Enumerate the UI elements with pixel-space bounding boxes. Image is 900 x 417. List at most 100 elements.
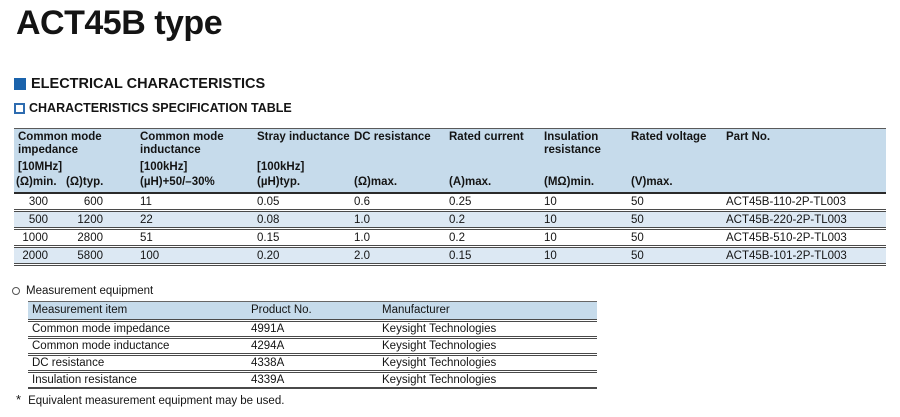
- equipment-column-header: Manufacturer: [378, 301, 597, 322]
- spec-units-header-row: (Ω)min. (Ω)typ. (µH)+50/–30% (µH)typ. (Ω…: [14, 175, 886, 194]
- spec-group-bracket: [631, 161, 723, 175]
- equipment-cell: Keysight Technologies: [378, 337, 597, 356]
- spec-group-bracket: [100kHz]: [257, 161, 305, 173]
- spec-cell: 50: [628, 228, 723, 248]
- subsection-heading: CHARACTERISTICS SPECIFICATION TABLE: [14, 101, 900, 115]
- spec-group-header: DC resistance: [351, 128, 446, 175]
- equipment-row: Common mode impedance 4991A Keysight Tec…: [28, 320, 597, 339]
- spec-cell: 0.08: [254, 210, 351, 230]
- equipment-cell: DC resistance: [28, 354, 247, 373]
- spec-cell: 1000: [14, 228, 60, 248]
- spec-cell: 51: [137, 228, 254, 248]
- spec-group-header: Rated voltage: [628, 128, 723, 175]
- spec-row: 2000 5800 100 0.20 2.0 0.15 10 50 ACT45B…: [14, 246, 886, 266]
- spec-group-header: Common mode inductance [100kHz]: [137, 128, 254, 175]
- equipment-cell: 4338A: [247, 354, 378, 373]
- spec-cell: 50: [628, 193, 723, 212]
- spec-unit-header: (µH)typ.: [254, 175, 351, 194]
- equipment-cell: Keysight Technologies: [378, 320, 597, 339]
- spec-row: 500 1200 22 0.08 1.0 0.2 10 50 ACT45B-22…: [14, 210, 886, 230]
- spec-cell: 11: [137, 193, 254, 212]
- spec-cell: 0.2: [446, 210, 541, 230]
- spec-row: 300 600 11 0.05 0.6 0.25 10 50 ACT45B-11…: [14, 193, 886, 212]
- spec-unit-header: (Ω)typ.: [60, 175, 137, 194]
- spec-cell: 10: [541, 210, 628, 230]
- spec-cell: 0.20: [254, 246, 351, 266]
- spec-cell: 0.15: [254, 228, 351, 248]
- section-heading-label: ELECTRICAL CHARACTERISTICS: [31, 76, 266, 92]
- spec-cell: 10: [541, 193, 628, 212]
- spec-cell: 0.25: [446, 193, 541, 212]
- spec-cell-part-no: ACT45B-220-2P-TL003: [723, 210, 886, 230]
- subsection-heading-label: CHARACTERISTICS SPECIFICATION TABLE: [29, 101, 292, 115]
- equipment-cell: 4294A: [247, 337, 378, 356]
- equipment-cell: Insulation resistance: [28, 371, 247, 389]
- spec-group-header: Stray inductance [100kHz]: [254, 128, 351, 175]
- equipment-header-row: Measurement item Product No. Manufacture…: [28, 301, 597, 322]
- spec-cell: 0.05: [254, 193, 351, 212]
- spec-cell: 22: [137, 210, 254, 230]
- footnote-text: Equivalent measurement equipment may be …: [28, 395, 285, 407]
- page-title: ACT45B type: [16, 4, 223, 42]
- measurement-equipment-label: Measurement equipment: [26, 285, 154, 297]
- equipment-cell: 4339A: [247, 371, 378, 389]
- spec-cell: 50: [628, 210, 723, 230]
- spec-group-bracket: [10MHz]: [18, 161, 63, 173]
- spec-row: 1000 2800 51 0.15 1.0 0.2 10 50 ACT45B-5…: [14, 228, 886, 248]
- spec-cell: 500: [14, 210, 60, 230]
- spec-cell: 0.15: [446, 246, 541, 266]
- spec-cell: 600: [60, 193, 137, 212]
- hollow-square-bullet-icon: [14, 102, 25, 114]
- spec-cell: 2.0: [351, 246, 446, 266]
- spec-cell: 1.0: [351, 210, 446, 230]
- spec-cell: 300: [14, 193, 60, 212]
- spec-group-header-row: Common mode impedance [10MHz] Common mod…: [14, 128, 886, 175]
- equipment-row: Common mode inductance 4294A Keysight Te…: [28, 337, 597, 356]
- equipment-row: DC resistance 4338A Keysight Technologie…: [28, 354, 597, 373]
- asterisk-marker: *: [16, 392, 22, 407]
- spec-group-bracket: [354, 161, 446, 175]
- equipment-row: Insulation resistance 4339A Keysight Tec…: [28, 371, 597, 389]
- filled-square-bullet-icon: [14, 78, 26, 90]
- equipment-cell: Common mode inductance: [28, 337, 247, 356]
- spec-cell: 1200: [60, 210, 137, 230]
- measurement-equipment-heading: Measurement equipment: [12, 285, 900, 297]
- spec-cell: 10: [541, 246, 628, 266]
- spec-cell-part-no: ACT45B-110-2P-TL003: [723, 193, 886, 212]
- spec-cell: 2800: [60, 228, 137, 248]
- spec-cell: 50: [628, 246, 723, 266]
- equipment-column-header: Product No.: [247, 301, 378, 322]
- equipment-column-header: Measurement item: [28, 301, 247, 322]
- spec-cell-part-no: ACT45B-510-2P-TL003: [723, 228, 886, 248]
- spec-unit-header: (V)max.: [628, 175, 723, 194]
- spec-unit-header: (µH)+50/–30%: [137, 175, 254, 194]
- spec-unit-header: (Ω)max.: [351, 175, 446, 194]
- spec-group-header: Insulation resistance: [541, 128, 628, 175]
- spec-cell: 5800: [60, 246, 137, 266]
- equipment-table: Measurement item Product No. Manufacture…: [28, 301, 597, 389]
- spec-table: Common mode impedance [10MHz] Common mod…: [14, 128, 886, 266]
- spec-cell: 0.2: [446, 228, 541, 248]
- equipment-cell: Keysight Technologies: [378, 371, 597, 389]
- spec-group-label: DC resistance: [354, 131, 431, 143]
- spec-unit-header: (A)max.: [446, 175, 541, 194]
- spec-group-header: Rated current: [446, 128, 541, 175]
- spec-group-bracket: [544, 161, 628, 175]
- footnote: * Equivalent measurement equipment may b…: [16, 392, 900, 407]
- equipment-cell: 4991A: [247, 320, 378, 339]
- spec-cell: 10: [541, 228, 628, 248]
- spec-group-label: Stray inductance: [257, 131, 350, 143]
- spec-cell: 1.0: [351, 228, 446, 248]
- spec-group-label: Rated voltage: [631, 131, 707, 143]
- spec-group-header: Common mode impedance [10MHz]: [14, 128, 137, 175]
- section-heading: ELECTRICAL CHARACTERISTICS: [14, 76, 900, 92]
- equipment-cell: Common mode impedance: [28, 320, 247, 339]
- spec-cell: 100: [137, 246, 254, 266]
- spec-cell: 0.6: [351, 193, 446, 212]
- spec-cell-part-no: ACT45B-101-2P-TL003: [723, 246, 886, 266]
- spec-group-bracket: [449, 161, 541, 175]
- spec-group-label: Common mode impedance: [18, 131, 102, 156]
- spec-group-label: Rated current: [449, 131, 524, 143]
- spec-unit-header: (Ω)min.: [14, 175, 60, 194]
- equipment-cell: Keysight Technologies: [378, 354, 597, 373]
